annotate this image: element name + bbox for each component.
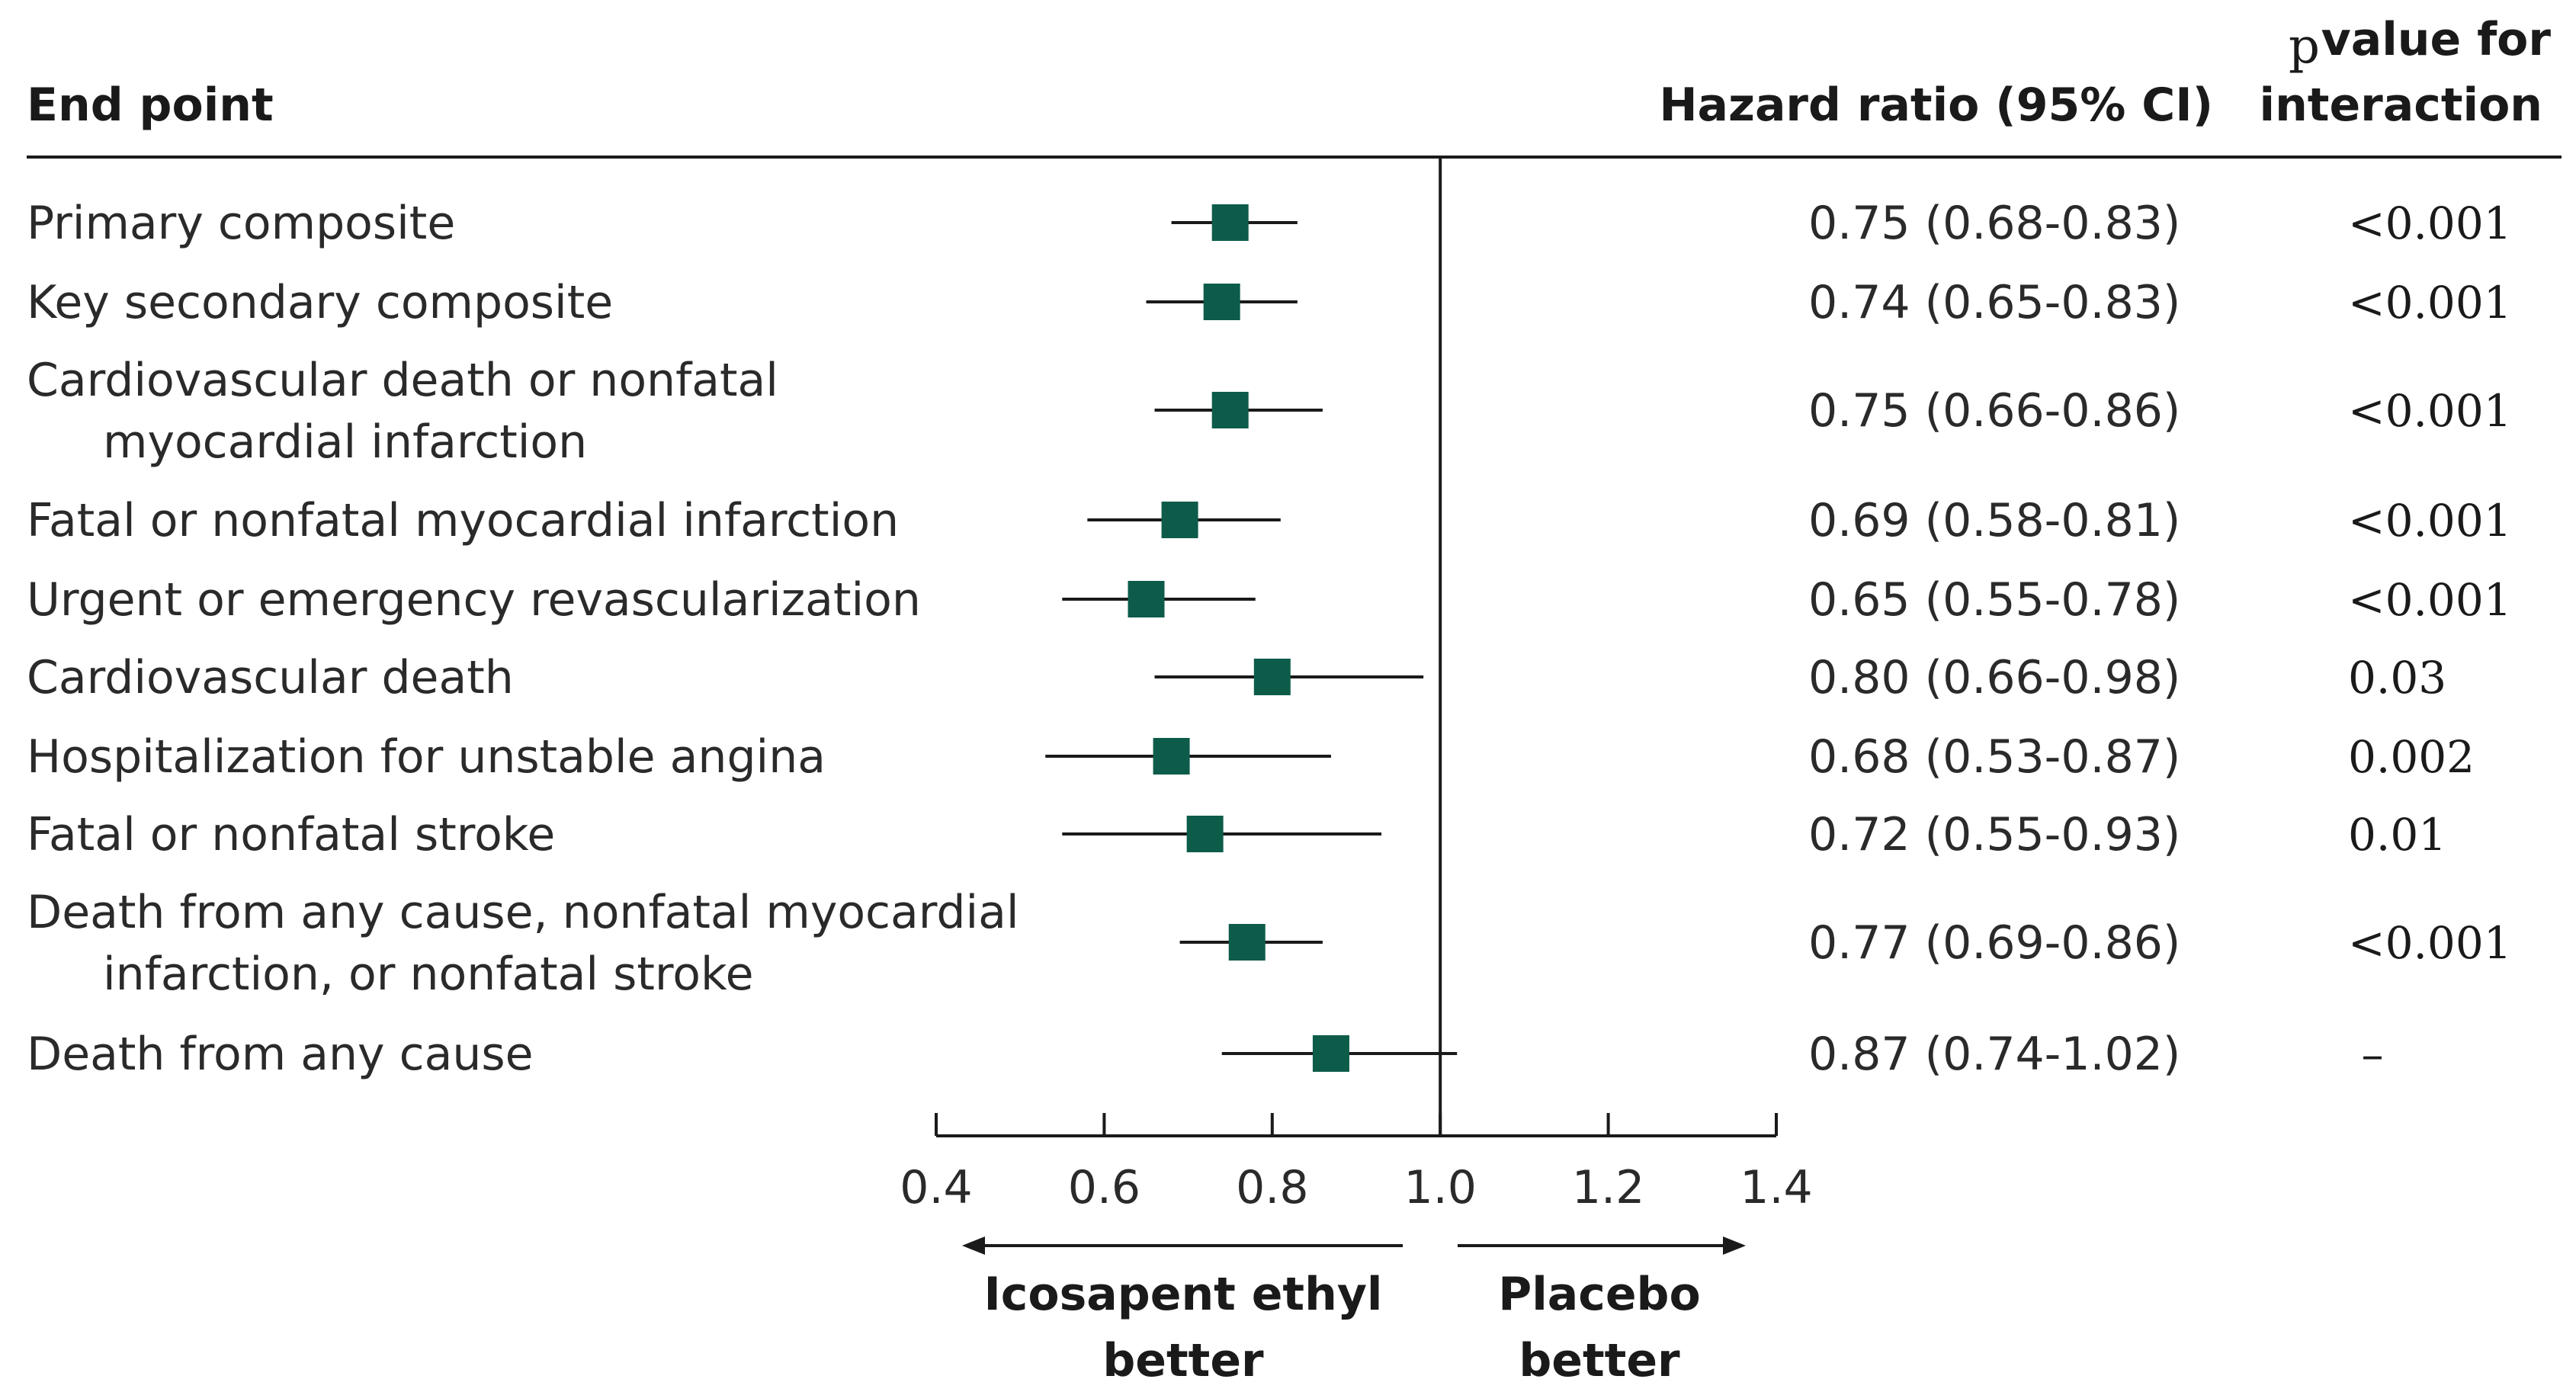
point-estimate xyxy=(1228,924,1266,961)
direction-label-left-line1: Icosapent ethyl xyxy=(983,1268,1382,1321)
row-label-line1: Death from any cause, nonfatal myocardia… xyxy=(27,886,1019,939)
row-label: Cardiovascular death xyxy=(27,651,514,704)
point-estimate xyxy=(1211,392,1249,428)
p-value: 0.002 xyxy=(2348,731,2475,783)
left-arrow-head xyxy=(962,1236,985,1255)
hazard-ratio-value: 0.74 (0.65-0.83) xyxy=(1808,276,2180,329)
x-tick-label: 1.2 xyxy=(1572,1161,1644,1214)
hazard-ratio-value: 0.65 (0.55-0.78) xyxy=(1808,573,2180,627)
direction-label-right-line1: Placebo xyxy=(1498,1268,1700,1321)
row-label: Primary composite xyxy=(27,197,455,250)
header-hazard-ratio: Hazard ratio (95% CI) xyxy=(1659,79,2213,132)
point-estimate xyxy=(1153,738,1190,775)
row-label-line1: Cardiovascular death or nonfatal xyxy=(27,354,778,407)
p-value: 0.03 xyxy=(2348,652,2446,704)
p-value: 0.01 xyxy=(2348,809,2446,861)
point-estimate xyxy=(1253,659,1291,695)
hazard-ratio-value: 0.72 (0.55-0.93) xyxy=(1808,808,2180,861)
x-tick-label: 0.4 xyxy=(900,1161,972,1214)
header-end-point: End point xyxy=(27,79,274,132)
hazard-ratio-value: 0.75 (0.68-0.83) xyxy=(1808,197,2180,250)
hazard-ratio-value: 0.75 (0.66-0.86) xyxy=(1808,384,2180,438)
x-tick-label: 1.0 xyxy=(1403,1161,1476,1214)
x-tick-label: 0.8 xyxy=(1236,1161,1308,1214)
p-value: <0.001 xyxy=(2348,385,2512,437)
row-label: Key secondary composite xyxy=(27,276,613,329)
point-estimate xyxy=(1128,581,1165,617)
point-estimate xyxy=(1203,284,1240,320)
right-arrow-head xyxy=(1723,1236,1746,1255)
p-value: <0.001 xyxy=(2348,197,2512,249)
point-estimate xyxy=(1161,502,1198,538)
header-p-letter: p xyxy=(2289,18,2320,75)
point-estimate xyxy=(1211,204,1249,241)
x-tick-label: 1.4 xyxy=(1740,1161,1812,1214)
row-label-line2: infarction, or nonfatal stroke xyxy=(103,948,754,1001)
row-label: Hospitalization for unstable angina xyxy=(27,730,826,784)
point-estimate xyxy=(1186,816,1224,852)
hazard-ratio-value: 0.77 (0.69-0.86) xyxy=(1808,916,2180,970)
p-value: <0.001 xyxy=(2348,495,2512,547)
row-label: Urgent or emergency revascularization xyxy=(27,573,921,627)
x-tick-label: 0.6 xyxy=(1068,1161,1140,1214)
row-label: Fatal or nonfatal stroke xyxy=(27,808,555,861)
row-label-line2: myocardial infarction xyxy=(103,415,587,469)
header-p-value-line1: value for xyxy=(2321,13,2552,66)
row-label: Fatal or nonfatal myocardial infarction xyxy=(27,494,899,547)
point-estimate xyxy=(1312,1035,1349,1072)
p-value: <0.001 xyxy=(2348,277,2512,329)
header-p-value-line2: interaction xyxy=(2260,79,2542,132)
row-label: Death from any cause xyxy=(27,1028,534,1081)
hazard-ratio-value: 0.87 (0.74-1.02) xyxy=(1808,1028,2180,1081)
direction-label-left-line2: better xyxy=(1102,1334,1264,1387)
direction-label-right-line2: better xyxy=(1519,1334,1680,1387)
p-value: – xyxy=(2362,1028,2384,1080)
hazard-ratio-value: 0.68 (0.53-0.87) xyxy=(1808,730,2180,784)
hazard-ratio-value: 0.80 (0.66-0.98) xyxy=(1808,651,2180,704)
p-value: <0.001 xyxy=(2348,574,2512,626)
hazard-ratio-value: 0.69 (0.58-0.81) xyxy=(1808,494,2180,547)
p-value: <0.001 xyxy=(2348,917,2512,969)
